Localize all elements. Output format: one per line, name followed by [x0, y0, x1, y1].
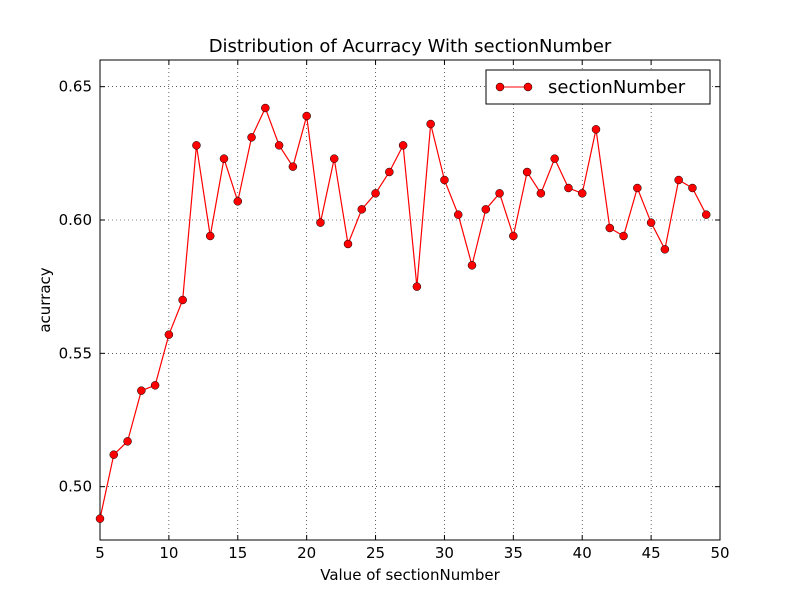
data-point [619, 231, 628, 241]
y-tick-label: 0.50 [59, 478, 92, 496]
x-tick-label: 5 [95, 544, 105, 562]
x-tick-label: 40 [573, 544, 592, 562]
data-point [453, 210, 463, 219]
legend: sectionNumber [485, 69, 711, 105]
data-point [109, 450, 119, 459]
legend-marker-1 [495, 82, 505, 92]
chart-title: Distribution of Acurracy With sectionNum… [209, 36, 612, 57]
data-point [536, 189, 546, 198]
data-point [467, 261, 477, 270]
data-point [701, 210, 711, 219]
data-point [357, 205, 367, 214]
data-point [412, 282, 422, 291]
grid [99, 60, 721, 540]
data-point [150, 381, 160, 390]
ticks: 5 10 15 20 25 30 35 40 45 50 0.50 0.55 0.60 0.65 [59, 60, 730, 562]
series-line [99, 106, 707, 519]
data-point [385, 167, 394, 177]
y-tick-label: 0.55 [59, 344, 92, 362]
data-point [137, 386, 146, 395]
data-point [329, 154, 339, 163]
series [95, 103, 711, 523]
data-point [674, 175, 683, 185]
y-axis-label: acurracy [36, 267, 54, 332]
data-point [605, 223, 615, 233]
legend-label: sectionNumber [548, 77, 686, 98]
data-point [495, 189, 504, 198]
data-point [316, 218, 325, 227]
x-tick-label: 30 [435, 544, 454, 562]
data-point [577, 189, 587, 198]
data-point [688, 183, 697, 193]
data-point [509, 231, 518, 241]
x-tick-label: 35 [504, 544, 523, 562]
data-point [219, 154, 229, 163]
data-point [95, 514, 105, 523]
data-point [343, 239, 353, 249]
x-tick-label: 45 [642, 544, 661, 562]
x-tick-label: 25 [366, 544, 385, 562]
data-point [426, 119, 435, 129]
data-point [440, 175, 449, 185]
data-point [123, 437, 132, 446]
data-point [274, 141, 284, 150]
data-point [261, 103, 270, 113]
data-point [660, 245, 670, 254]
x-axis-label: Value of sectionNumber [320, 566, 500, 584]
data-point [646, 218, 656, 227]
x-tick-label: 15 [228, 544, 247, 562]
plot-area [99, 59, 721, 541]
data-point [398, 141, 408, 150]
data-point [247, 133, 256, 142]
data-point [371, 189, 380, 198]
x-tick-label: 50 [710, 544, 729, 562]
data-point [633, 183, 642, 193]
data-point [302, 111, 311, 121]
y-tick-label: 0.65 [59, 78, 92, 96]
x-tick-label: 10 [159, 544, 178, 562]
data-point [178, 295, 187, 305]
data-point [522, 167, 532, 177]
data-point [481, 205, 491, 214]
data-point [564, 183, 573, 193]
y-tick-label: 0.60 [59, 211, 92, 229]
data-point [550, 154, 559, 163]
legend-marker-2 [523, 82, 533, 92]
data-point [164, 330, 174, 339]
data-point [205, 231, 215, 241]
data-point [591, 125, 601, 134]
x-tick-label: 20 [297, 544, 316, 562]
data-point [192, 141, 201, 150]
data-point [288, 162, 298, 171]
data-point [233, 197, 243, 206]
